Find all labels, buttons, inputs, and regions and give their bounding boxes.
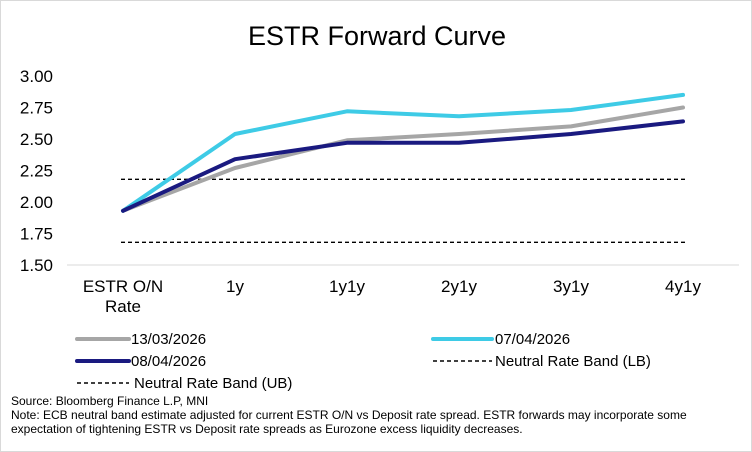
legend: 13/03/2026 07/04/2026 08/04/2026 Neutral Ra…	[75, 331, 651, 392]
y-tick-label: 1.75	[20, 225, 53, 244]
x-tick-label: 1y1y	[329, 277, 365, 296]
y-tick-label: 3.00	[20, 67, 53, 86]
x-tick-label: 1y	[226, 277, 244, 296]
series-line	[121, 92, 685, 213]
y-tick-label: 2.75	[20, 99, 53, 118]
chart-title: ESTR Forward Curve	[248, 21, 506, 51]
methodology-note: Note: ECB neutral band estimate adjusted…	[11, 408, 687, 436]
legend-label: Neutral Rate Band (LB)	[495, 353, 651, 370]
x-tick-label: 4y1y	[665, 277, 701, 296]
source-note: Source: Bloomberg Finance L.P, MNI	[11, 394, 209, 408]
y-tick-label: 1.50	[20, 256, 53, 275]
x-tick-label: 3y1y	[553, 277, 589, 296]
legend-label: 07/04/2026	[495, 331, 570, 348]
legend-label: 08/04/2026	[131, 353, 206, 370]
y-tick-label: 2.00	[20, 193, 53, 212]
series-lines	[121, 92, 686, 244]
y-tick-label: 2.50	[20, 130, 53, 149]
legend-label: Neutral Rate Band (UB)	[134, 375, 292, 392]
series-line	[121, 119, 685, 213]
series-line	[121, 105, 685, 213]
x-tick-label: ESTR O/N Rate	[83, 277, 163, 316]
axis: 1.50 1.75 2.00 2.25 2.50 2.75 3.00 ESTR O/N Rate…	[20, 67, 739, 316]
x-tick-label: 2y1y	[441, 277, 477, 296]
y-tick-label: 2.25	[20, 162, 53, 181]
legend-label: 13/03/2026	[131, 331, 206, 348]
